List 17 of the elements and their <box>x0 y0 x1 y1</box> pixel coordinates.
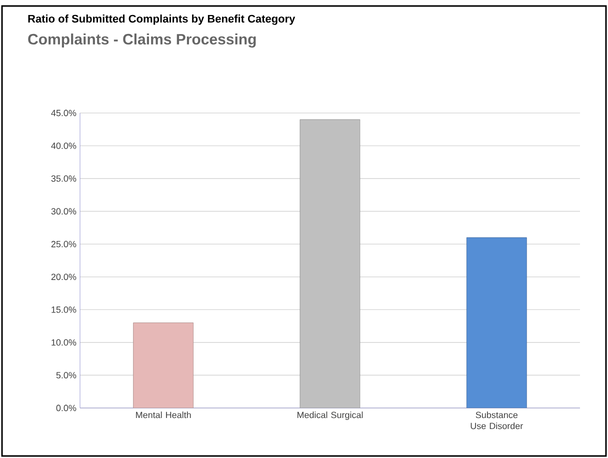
y-tick-label: 40.0% <box>51 142 76 149</box>
y-tick-label: 25.0% <box>51 240 76 248</box>
y-tick-label: 20.0% <box>51 274 76 280</box>
y-tick-label: 10.0% <box>52 339 76 346</box>
chart-title: Ratio of Submitted Complaints by Benefit Category <box>28 14 296 25</box>
y-tick-label: 0.0% <box>56 404 76 412</box>
y-tick-label: 30.0% <box>51 208 76 215</box>
y-tick-label: 35.0% <box>51 175 76 182</box>
chart-subtitle: Complaints - Claims Processing <box>28 34 256 48</box>
x-tick-label: Substance Use Disorder <box>470 412 524 430</box>
x-tick-label: Medical Surgical <box>297 412 363 420</box>
bar <box>466 237 527 408</box>
x-tick-label: Mental Health <box>136 412 191 418</box>
y-tick-label: 45.0% <box>51 110 76 116</box>
y-tick-label: 15.0% <box>52 306 76 313</box>
bar <box>133 322 194 408</box>
y-tick-label: 5.0% <box>56 372 76 378</box>
